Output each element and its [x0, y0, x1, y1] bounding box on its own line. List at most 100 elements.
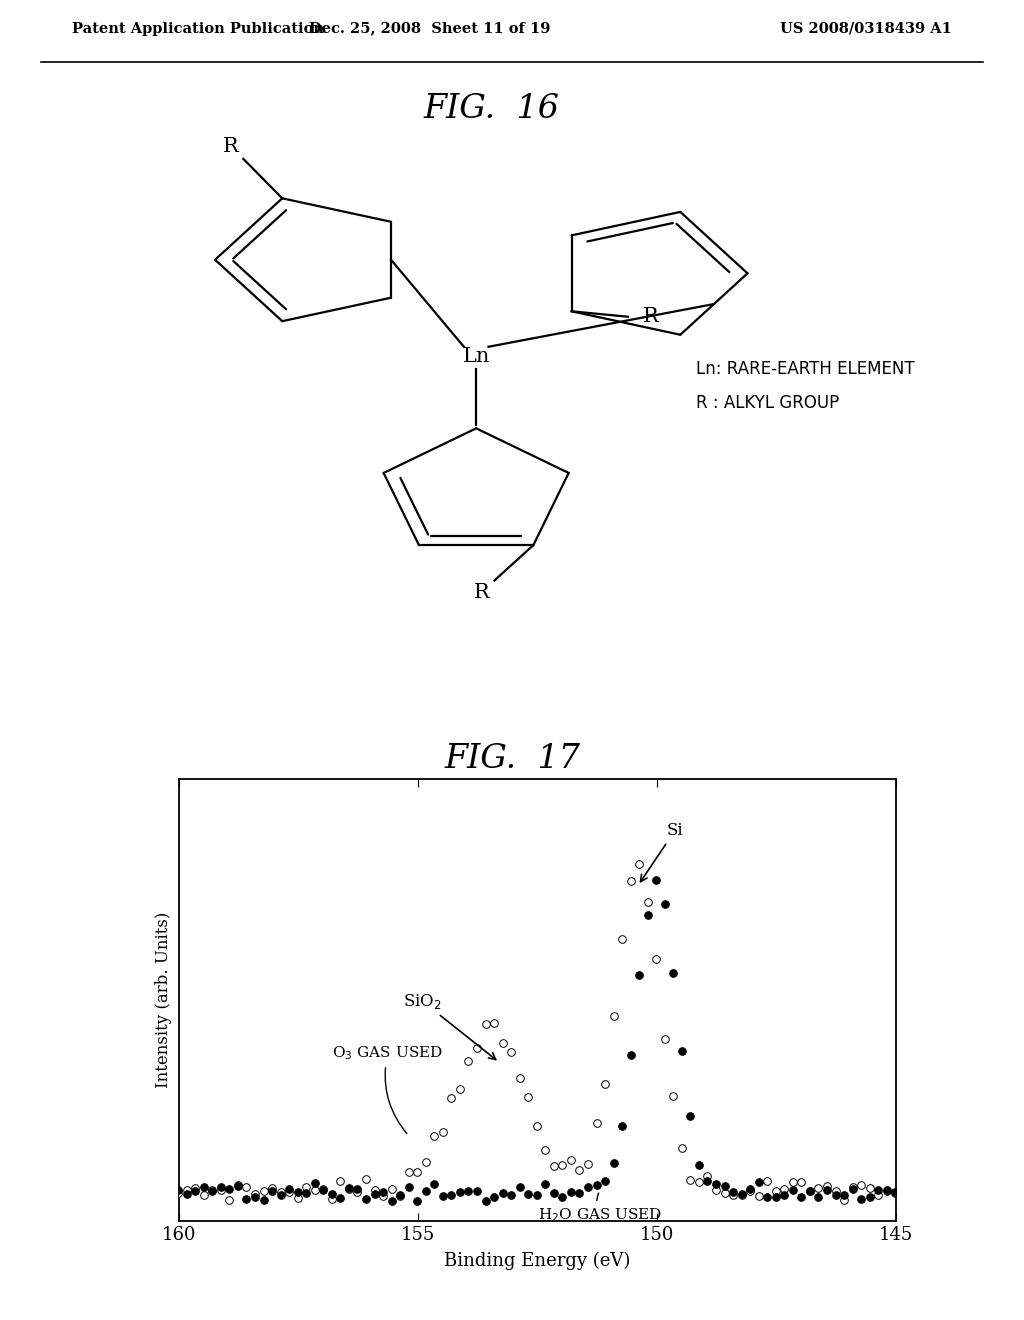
Point [631, 965, 647, 986]
Point [742, 1179, 759, 1200]
Point [853, 1175, 869, 1196]
Point [239, 1176, 255, 1197]
Point [546, 1183, 562, 1204]
Point [853, 1188, 869, 1209]
Point [597, 1171, 613, 1192]
Point [580, 1176, 596, 1197]
Point [383, 1191, 399, 1212]
Point [332, 1188, 348, 1209]
Point [656, 1028, 673, 1049]
Point [751, 1185, 767, 1206]
Text: O$_3$ GAS USED: O$_3$ GAS USED [332, 1044, 443, 1134]
Point [264, 1180, 281, 1201]
Point [708, 1173, 724, 1195]
Point [733, 1183, 750, 1204]
Point [520, 1086, 537, 1107]
Point [495, 1032, 511, 1053]
Point [571, 1160, 588, 1181]
Point [896, 1181, 912, 1203]
Text: R: R [474, 583, 490, 602]
Point [272, 1181, 289, 1203]
Point [605, 1006, 622, 1027]
Point [904, 1179, 921, 1200]
Point [400, 1176, 417, 1197]
Text: Si: Si [641, 822, 683, 882]
Point [409, 1162, 425, 1183]
Point [912, 1171, 929, 1192]
Text: R: R [223, 137, 239, 156]
Point [725, 1185, 741, 1206]
Point [221, 1189, 238, 1210]
Point [819, 1175, 836, 1196]
Point [178, 1183, 195, 1204]
Point [357, 1168, 374, 1189]
Point [887, 1181, 903, 1203]
Point [827, 1184, 844, 1205]
Point [400, 1162, 417, 1183]
Point [204, 1180, 220, 1201]
Text: FIG.  16: FIG. 16 [424, 94, 559, 125]
Point [306, 1172, 323, 1193]
Text: R : ALKYL GROUP: R : ALKYL GROUP [696, 393, 840, 412]
Point [845, 1179, 861, 1200]
Point [733, 1184, 750, 1205]
Point [776, 1184, 793, 1205]
Point [614, 928, 631, 949]
Point [879, 1179, 895, 1200]
Point [332, 1171, 348, 1192]
Point [845, 1176, 861, 1197]
Point [768, 1185, 784, 1206]
Point [485, 1187, 502, 1208]
Point [306, 1179, 323, 1200]
Point [751, 1172, 767, 1193]
Point [528, 1184, 545, 1205]
Point [580, 1154, 596, 1175]
Point [640, 906, 656, 927]
Point [614, 1115, 631, 1137]
Point [452, 1078, 468, 1100]
Point [162, 1187, 178, 1208]
Point [870, 1179, 887, 1200]
Point [221, 1179, 238, 1200]
Point [717, 1183, 733, 1204]
Text: R: R [642, 308, 658, 326]
Point [315, 1179, 332, 1200]
Point [213, 1180, 229, 1201]
Point [922, 1176, 938, 1197]
Point [546, 1155, 562, 1176]
Point [708, 1179, 724, 1200]
Point [563, 1181, 580, 1203]
Point [656, 894, 673, 915]
Point [759, 1187, 775, 1208]
Point [810, 1177, 826, 1199]
Point [495, 1181, 511, 1203]
Point [392, 1185, 409, 1206]
Point [477, 1014, 494, 1035]
Point [247, 1187, 263, 1208]
Point [418, 1180, 434, 1201]
Point [290, 1188, 306, 1209]
Point [605, 1152, 622, 1173]
Point [281, 1181, 297, 1203]
Point [912, 1181, 929, 1203]
Point [434, 1122, 451, 1143]
Point [528, 1115, 545, 1137]
Point [589, 1175, 605, 1196]
Point [315, 1180, 332, 1201]
Point [794, 1187, 810, 1208]
Point [768, 1180, 784, 1201]
Point [691, 1154, 708, 1175]
Point [503, 1041, 519, 1063]
Point [324, 1188, 340, 1209]
Point [810, 1187, 826, 1208]
Point [589, 1113, 605, 1134]
Point [170, 1179, 186, 1200]
Text: Ln: Ln [463, 347, 489, 367]
Point [341, 1177, 357, 1199]
Point [170, 1183, 186, 1204]
Point [357, 1188, 374, 1209]
Point [247, 1183, 263, 1204]
Point [426, 1173, 442, 1195]
Point [554, 1187, 570, 1208]
Point [648, 949, 665, 970]
